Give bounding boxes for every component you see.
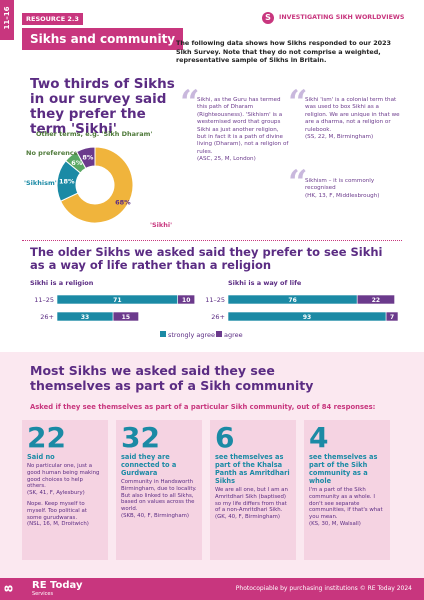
community-card: 32 said they are connected to a Gurdwara C… (116, 420, 202, 560)
card-number: 32 (121, 421, 160, 454)
community-subheading: Asked if they see themselves as part of … (30, 403, 376, 411)
quote-mark: “ (288, 163, 308, 203)
quote-source: (SS, 22, M, Birmingham) (305, 134, 374, 141)
legend-label: agree (224, 331, 243, 339)
quote: Sikhi, as the Guru has termed this path … (197, 97, 289, 164)
community-card: 22 Said no No particular one, just a good … (22, 420, 108, 560)
slice-label: 68% (115, 199, 131, 207)
donut-slice (59, 146, 134, 224)
page-title: Sikhs and community (22, 28, 184, 50)
card-label: see themselves as part of the Khalsa Pan… (215, 453, 290, 485)
quote: Sikhism – it is commonly recognised (HK, … (305, 178, 403, 200)
card-quote: We are all one, but I am an Amritdhari S… (215, 487, 288, 514)
bar-value: 33 (81, 314, 89, 321)
card-number: 22 (27, 421, 66, 454)
footer: 8 RE Today Services Photocopiable by pur… (0, 578, 424, 600)
category-label: Other terms, e.g. 'Sikh Dharam' (36, 130, 152, 138)
age-tab: 11–16 (0, 0, 14, 40)
card-quote: Community in Handsworth Birmingham, due … (121, 479, 197, 513)
card-source: (GK, 40, F, Birmingham) (215, 514, 281, 521)
card-source: (SK, 41, F, Aylesbury) (27, 490, 85, 497)
quote-text: Sikhi 'ism' is a colonial term that was … (305, 97, 400, 133)
legend-swatch (216, 331, 222, 337)
card-source: (KS, 30, M, Walsall) (309, 520, 361, 527)
slice-label: 6% (71, 159, 83, 167)
series-logo: S (262, 12, 274, 24)
card-quote: No particular one, just a good human bei… (27, 463, 100, 490)
bar-value: 22 (372, 297, 380, 304)
quote-mark: “ (288, 83, 308, 123)
panel-title: Sikhi is a way of life (228, 279, 302, 287)
resource-label: RESOURCE 2.3 (22, 13, 83, 25)
page-number: 8 (2, 584, 16, 593)
panel-title: Sikhi is a religion (30, 279, 94, 287)
row-label: 26+ (40, 313, 54, 321)
row-label: 11–25 (34, 296, 54, 304)
bar-segment (356, 294, 395, 305)
quote: Sikhi 'ism' is a colonial term that was … (305, 97, 403, 141)
quote-mark: “ (180, 83, 200, 123)
quote-text: Sikhi, as the Guru has termed this path … (197, 97, 289, 155)
category-label: 'Sikhism' (24, 179, 57, 187)
card-label: said they are connected to a Gurdwara (121, 453, 177, 477)
card-quote: Nope. Keep myself to myself. Too politic… (27, 500, 87, 521)
quote-text: Sikhism – it is commonly recognised (305, 178, 375, 192)
quote-source: (ASC, 25, M, London) (197, 156, 256, 163)
slice-label: 8% (82, 153, 94, 161)
community-heading: Most Sikhs we asked said they see themse… (30, 363, 314, 393)
bar-value: 71 (113, 297, 121, 304)
category-label: No preference (26, 149, 79, 157)
terms-heading: Two thirds of Sikhs in our survey said t… (30, 76, 175, 137)
legend-label: strongly agree (168, 331, 215, 339)
brand-sub: Services (32, 591, 54, 597)
bar-value: 76 (288, 297, 296, 304)
card-number: 4 (309, 421, 329, 454)
bar-segment (112, 311, 139, 322)
bar-value: 15 (122, 314, 130, 321)
row-label: 26+ (211, 313, 225, 321)
card-label: see themselves as part of the Sikh commu… (309, 453, 378, 485)
intro: The following data shows how Sikhs respo… (176, 39, 391, 64)
community-card: 6 see themselves as part of the Khalsa Pa… (210, 420, 296, 560)
row-label: 11–25 (205, 296, 225, 304)
card-source: (SKB, 40, F, Birmingham) (121, 512, 189, 519)
donut-slice (76, 146, 96, 170)
slice-label: 18% (59, 177, 75, 185)
copyright: Photocopiable by purchasing institutions… (235, 585, 412, 592)
bar-chart: Sikhi is a religion 11–25 71 10 26+ 33 15 Sikhi… (30, 279, 399, 339)
card-quote: I'm a part of the Sikh community as a wh… (309, 487, 383, 521)
divider (22, 240, 402, 241)
card-label: Said no (27, 453, 55, 461)
brand: RE Today (32, 580, 83, 591)
quote-source: (HK, 13, F, Middlesbrough) (305, 192, 380, 199)
bar-value: 7 (390, 314, 394, 321)
views-heading: The older Sikhs we asked said they prefe… (30, 245, 383, 272)
bar-value: 10 (182, 297, 190, 304)
category-label: 'Sikhi' (150, 221, 172, 229)
card-number: 6 (215, 421, 235, 454)
bar-value: 93 (303, 314, 311, 321)
community-card: 4 see themselves as part of the Sikh comm… (304, 420, 390, 560)
age-range: 11–16 (3, 6, 11, 30)
bar-segment (385, 311, 399, 322)
bar-segment (177, 294, 195, 305)
legend-swatch (160, 331, 166, 337)
series-name: INVESTIGATING SIKH WORLDVIEWS (279, 14, 405, 21)
card-source: (NSL, 16, M, Droitwich) (27, 521, 89, 528)
